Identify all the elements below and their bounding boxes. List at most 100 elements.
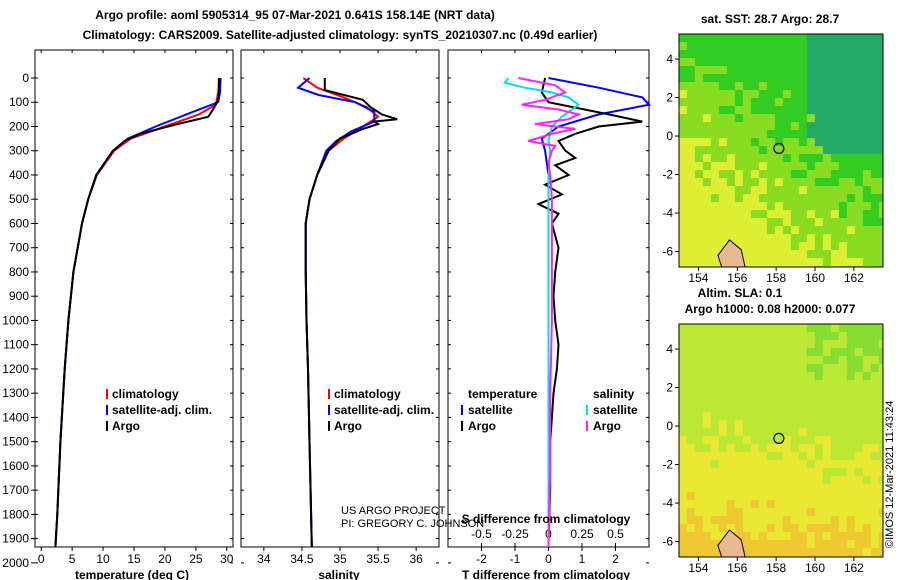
map-cell — [743, 340, 751, 348]
map-cell — [847, 508, 855, 516]
map-cell — [815, 332, 823, 340]
legend-clim-text: climatology — [112, 387, 179, 401]
map-lat-label: -4 — [662, 496, 673, 510]
map-cell — [719, 452, 727, 460]
map-cell — [807, 372, 815, 380]
map-cell — [823, 50, 831, 58]
map-cell — [815, 130, 823, 138]
map-cell — [831, 258, 839, 266]
map-cell — [831, 348, 839, 356]
map-cell — [751, 404, 759, 412]
map-cell — [719, 356, 727, 364]
map-cell — [711, 484, 719, 492]
ytick-label: 300 — [9, 144, 29, 158]
map-cell — [823, 468, 831, 476]
map-cell — [791, 540, 799, 548]
map-cell — [839, 58, 847, 66]
map-cell — [815, 34, 823, 42]
map-cell — [839, 138, 847, 146]
map-cell — [847, 186, 855, 194]
map-cell — [807, 122, 815, 130]
map-cell — [719, 380, 727, 388]
map-cell — [855, 58, 863, 66]
map-cell — [695, 500, 703, 508]
map-cell — [767, 452, 775, 460]
map-cell — [759, 484, 767, 492]
map-cell — [823, 114, 831, 122]
map-cell — [759, 154, 767, 162]
map-cell — [839, 388, 847, 396]
map-cell — [847, 146, 855, 154]
map-cell — [743, 524, 751, 532]
map-cell — [831, 396, 839, 404]
map-cell — [823, 66, 831, 74]
map-cell — [855, 524, 863, 532]
map-cell — [679, 348, 687, 356]
map-cell — [735, 396, 743, 404]
map-cell — [703, 476, 711, 484]
series-line-argo — [304, 78, 398, 548]
map-cell — [791, 356, 799, 364]
map-cell — [679, 524, 687, 532]
map-cell — [759, 74, 767, 82]
credit-line-1: US ARGO PROJECT — [341, 505, 446, 517]
map-cell — [855, 130, 863, 138]
map-cell — [743, 468, 751, 476]
map-cell — [751, 42, 759, 50]
map-cell — [799, 380, 807, 388]
map-cell — [847, 372, 855, 380]
map-cell — [799, 468, 807, 476]
map-cell — [807, 226, 815, 234]
map-cell — [719, 324, 727, 332]
map-cell — [687, 186, 695, 194]
map-cell — [735, 492, 743, 500]
map-cell — [879, 218, 883, 226]
map-cell — [871, 250, 879, 258]
map-cell — [783, 66, 791, 74]
legend-sat-text: satellite-adj. clim. — [334, 403, 434, 417]
map-cell — [775, 234, 783, 242]
map-cell — [751, 340, 759, 348]
map-cell — [783, 428, 791, 436]
map-cell — [719, 396, 727, 404]
map-cell — [783, 404, 791, 412]
map-cell — [791, 170, 799, 178]
map-cell — [791, 210, 799, 218]
map-cell — [879, 356, 883, 364]
map-cell — [871, 66, 879, 74]
map-cell — [823, 210, 831, 218]
map-cell — [839, 202, 847, 210]
map-cell — [831, 98, 839, 106]
map-cell — [711, 130, 719, 138]
map-cell — [743, 508, 751, 516]
map-cell — [871, 412, 879, 420]
map-cell — [823, 436, 831, 444]
map-cell — [799, 484, 807, 492]
map-cell — [863, 548, 871, 556]
map-cell — [711, 82, 719, 90]
map-cell — [855, 250, 863, 258]
ytick-label: 2000 — [2, 556, 29, 570]
map-cell — [807, 82, 815, 90]
map-cell — [751, 396, 759, 404]
map-cell — [791, 138, 799, 146]
map-cell — [703, 66, 711, 74]
map-cell — [719, 226, 727, 234]
map-cell — [703, 90, 711, 98]
map-cell — [719, 66, 727, 74]
map-cell — [791, 202, 799, 210]
map-cell — [727, 66, 735, 74]
map-cell — [695, 348, 703, 356]
map-cell — [783, 114, 791, 122]
map-cell — [863, 154, 871, 162]
map-cell — [863, 484, 871, 492]
map-cell — [791, 508, 799, 516]
map-cell — [855, 234, 863, 242]
map-cell — [783, 226, 791, 234]
map-cell — [807, 178, 815, 186]
map-cell — [743, 50, 751, 58]
map-cell — [807, 194, 815, 202]
map-cell — [815, 380, 823, 388]
map-cell — [799, 508, 807, 516]
